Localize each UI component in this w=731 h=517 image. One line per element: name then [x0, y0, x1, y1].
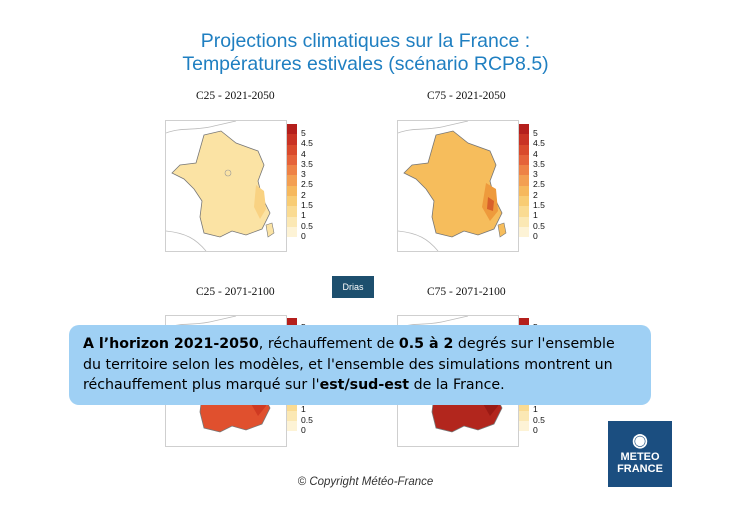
logo-line2: FRANCE	[617, 463, 663, 475]
color-scale-2	[519, 124, 529, 238]
callout-horizon: A l’horizon 2021-2050	[83, 336, 259, 352]
panel-title-c75-2050: C75 - 2021-2050	[427, 90, 506, 102]
map-c75-2050	[397, 120, 519, 252]
panel-title-c25-2050: C25 - 2021-2050	[196, 90, 275, 102]
callout-text-1: , réchauffement de	[258, 336, 399, 352]
summary-callout: A l’horizon 2021-2050, réchauffement de …	[69, 325, 651, 405]
callout-region: est/sud-est	[319, 377, 410, 393]
drias-logo: Drias	[331, 275, 375, 299]
copyright: © Copyright Météo-France	[297, 476, 434, 488]
meteo-france-logo: ◉ METEO FRANCE	[608, 421, 672, 487]
color-scale-1	[287, 124, 297, 238]
callout-range: 0.5 à 2	[398, 336, 454, 352]
scale-labels-1: 5 4.5 4 3.5 3 2.5 2 1.5 1 0.5 0	[301, 128, 313, 241]
slide-title-line1: Projections climatiques sur la France :	[200, 30, 531, 52]
meteo-france-mark-icon: ◉	[632, 430, 648, 450]
scale-labels-2: 5 4.5 4 3.5 3 2.5 2 1.5 1 0.5 0	[533, 128, 545, 241]
slide-title-line2: Températures estivales (scénario RCP8.5)	[182, 53, 549, 75]
callout-text-2: degrés sur l'ensemble du territoire selo…	[83, 336, 615, 393]
panel-title-c25-2100: C25 - 2071-2100	[196, 286, 275, 298]
panel-title-c75-2100: C75 - 2071-2100	[427, 286, 506, 298]
callout-text-3: de la France.	[409, 377, 505, 393]
map-c25-2050	[165, 120, 287, 252]
logo-line1: METEO	[620, 451, 660, 463]
